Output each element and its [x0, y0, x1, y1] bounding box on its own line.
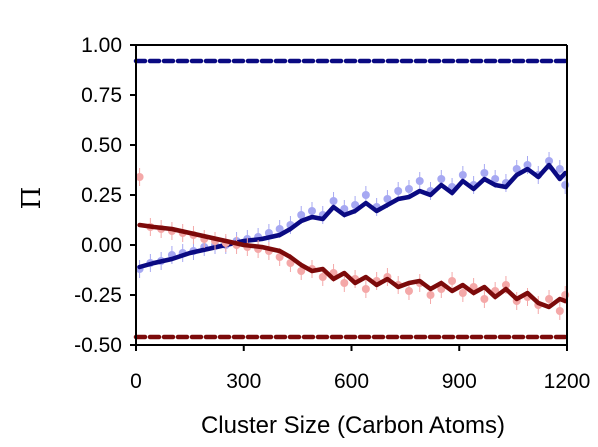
data-point — [275, 253, 284, 261]
y-tick-label: 1.00 — [81, 34, 122, 57]
data-point — [394, 187, 403, 195]
data-point — [501, 281, 510, 289]
data-point — [297, 211, 306, 219]
data-point — [275, 225, 284, 233]
data-point — [491, 175, 500, 183]
data-point — [458, 171, 467, 179]
data-point — [415, 177, 424, 185]
data-point — [523, 161, 532, 169]
data-point — [545, 157, 554, 165]
data-point — [361, 191, 370, 199]
data-point — [545, 295, 554, 303]
y-tick-label: 0.25 — [81, 184, 122, 207]
y-tick-label: 0.75 — [81, 84, 122, 107]
x-tick-label: 300 — [226, 370, 261, 393]
data-point — [480, 295, 489, 303]
axes: 1.00 0.75 0.50 0.25 0.00 -0.25 -0.50 0 300 600 900… — [74, 34, 590, 393]
y-tick-label: 0.00 — [81, 234, 122, 257]
data-point — [361, 285, 370, 293]
series-line-3 — [137, 222, 568, 310]
data-point — [458, 289, 467, 297]
data-point — [448, 277, 457, 285]
x-tick-label: 1200 — [544, 370, 591, 393]
data-point — [437, 175, 446, 183]
data-point — [404, 287, 413, 295]
plot-area — [133, 58, 570, 340]
data-point — [512, 165, 521, 173]
data-point — [329, 197, 338, 205]
y-axis-label: Π — [17, 187, 47, 210]
data-point — [383, 195, 392, 203]
y-tick-label: 0.50 — [81, 134, 122, 157]
data-point — [561, 181, 570, 189]
data-point — [135, 173, 144, 181]
x-axis-label: Cluster Size (Carbon Atoms) — [201, 412, 505, 439]
y-tick-label: -0.50 — [74, 334, 122, 357]
y-tick-label: -0.25 — [74, 284, 122, 307]
x-tick-label: 600 — [334, 370, 369, 393]
data-point — [555, 165, 564, 173]
data-point — [318, 273, 327, 281]
data-point — [480, 169, 489, 177]
data-point — [426, 291, 435, 299]
data-point — [404, 185, 413, 193]
x-tick-label: 0 — [130, 370, 142, 393]
data-point — [307, 207, 316, 215]
series-line-1 — [137, 162, 568, 270]
x-tick-label: 900 — [442, 370, 477, 393]
data-point — [297, 267, 306, 275]
data-point — [340, 279, 349, 287]
data-point — [555, 307, 564, 315]
